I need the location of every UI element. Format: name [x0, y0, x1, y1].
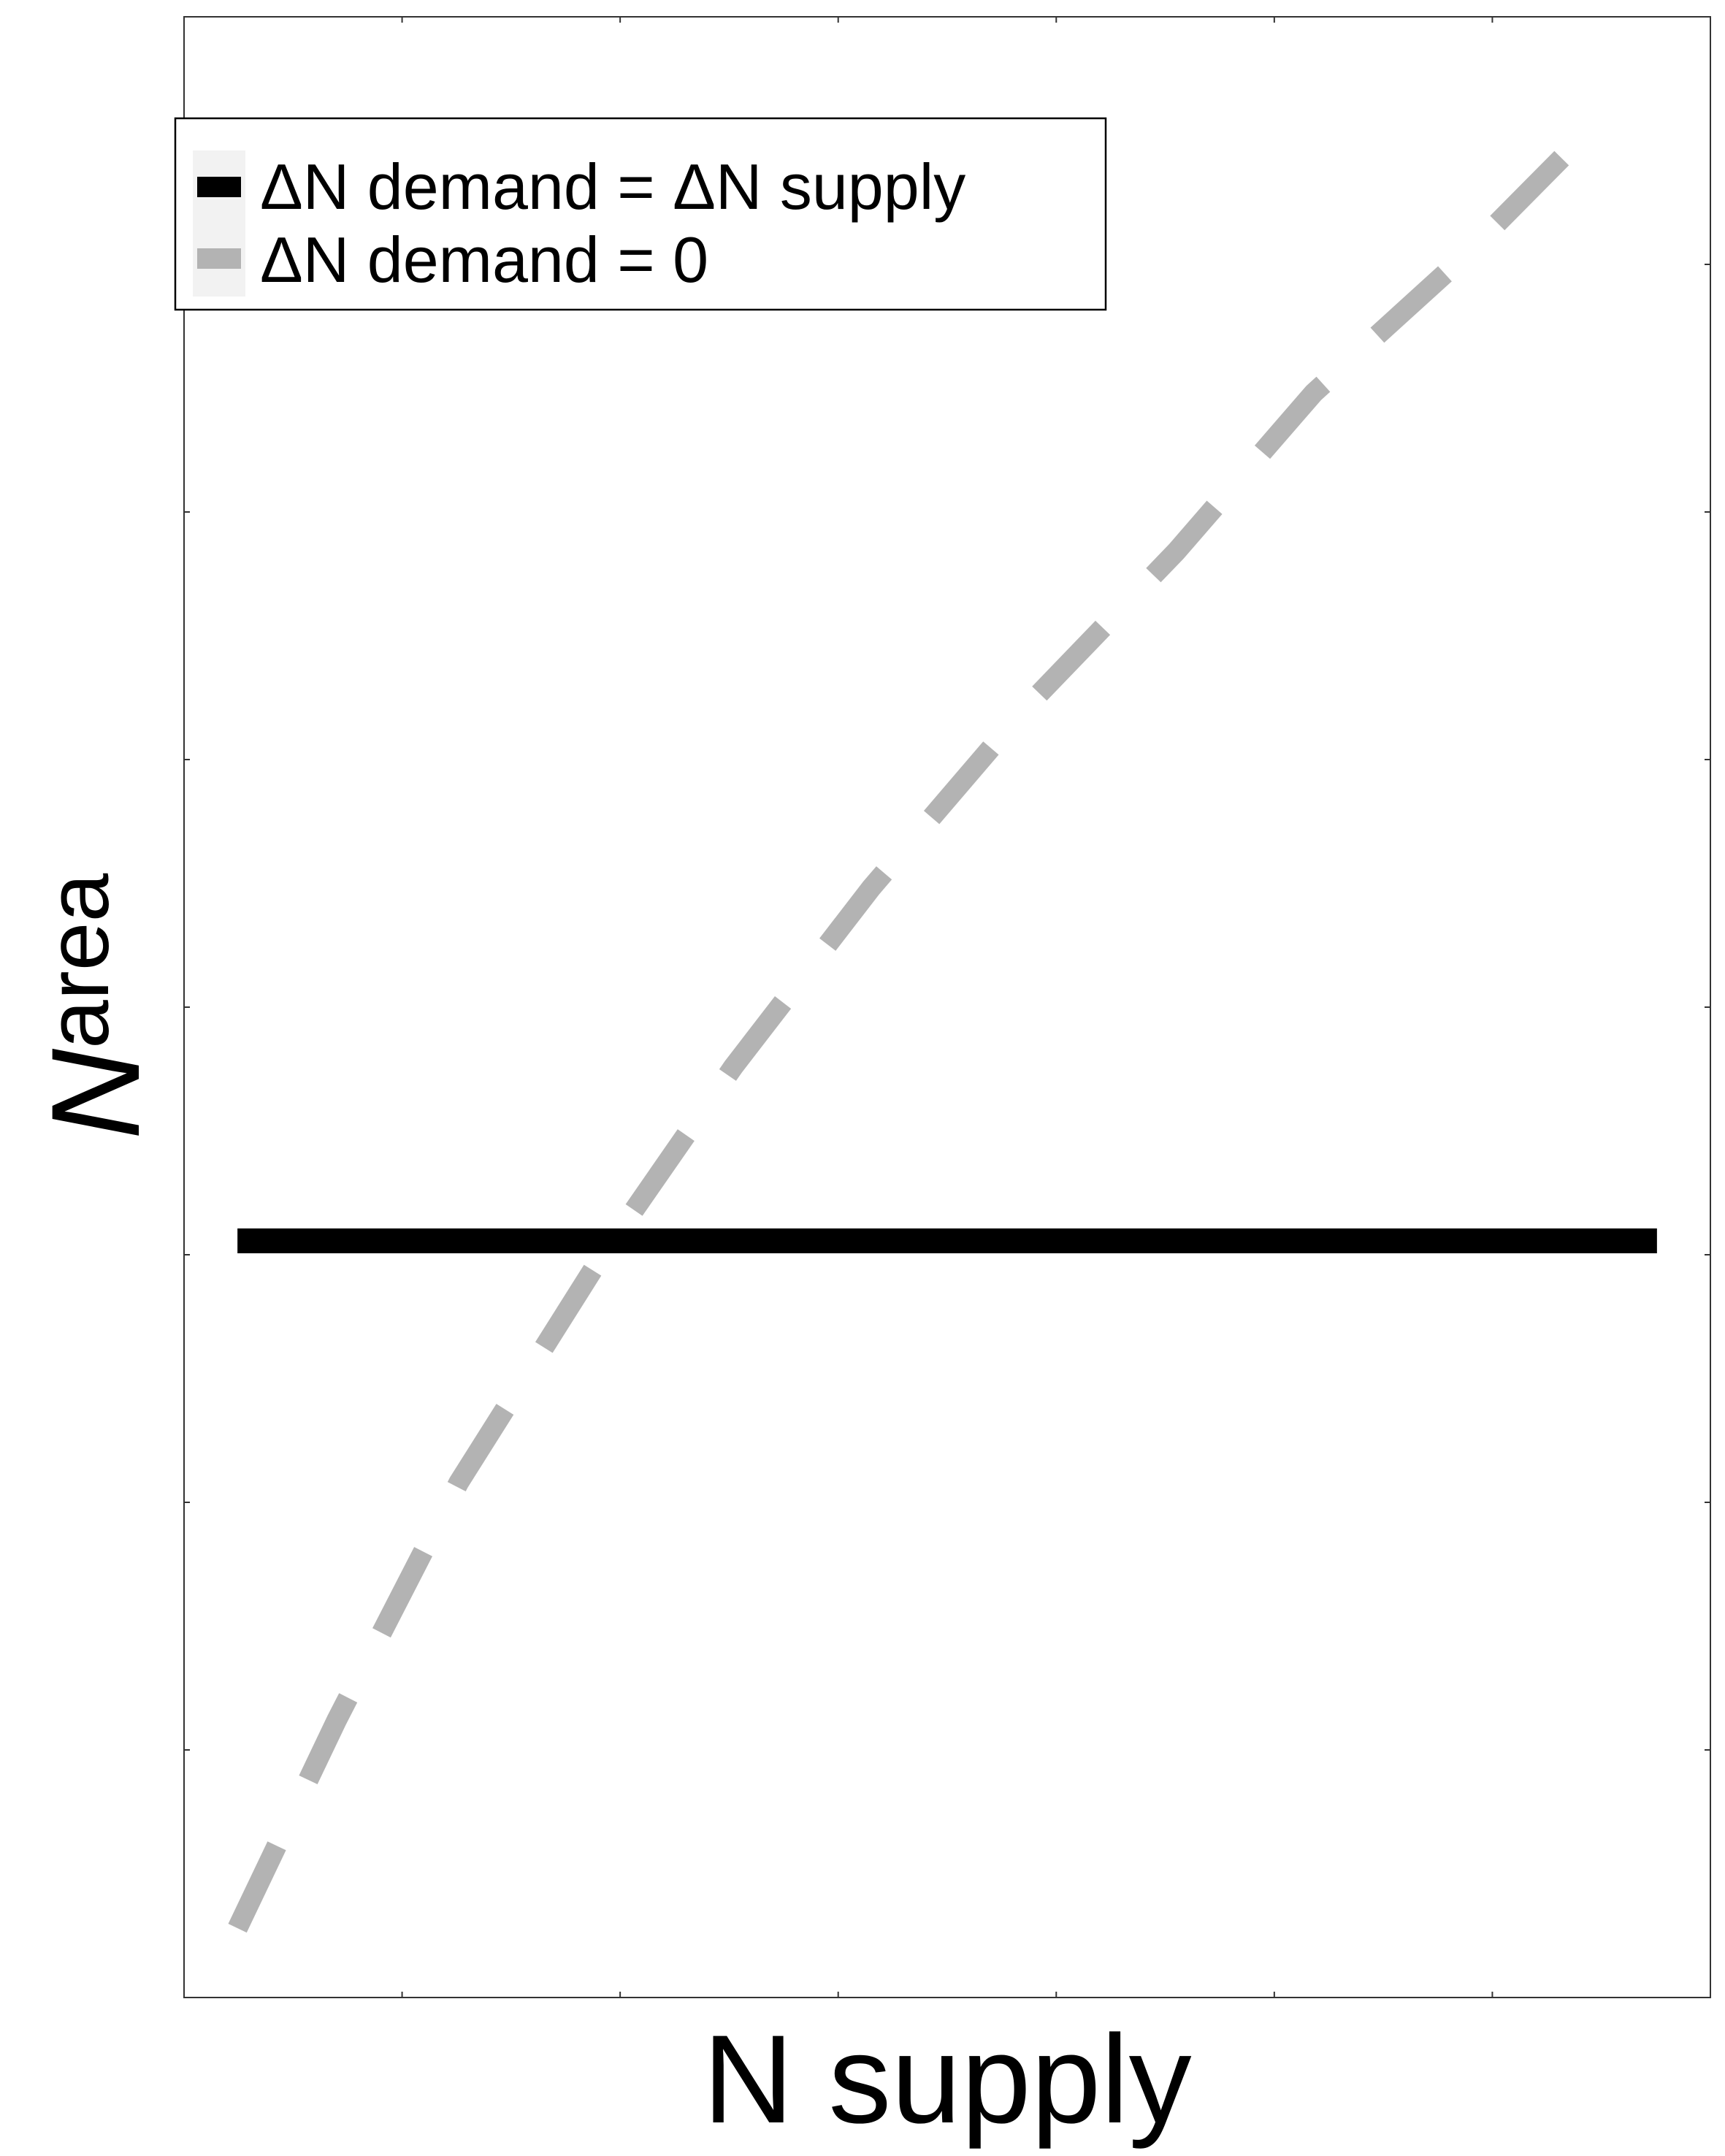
series-layer — [228, 108, 1657, 1933]
legend-box — [174, 117, 1107, 311]
plot-area — [183, 16, 1711, 1998]
y-axis-title-subscript: area — [29, 874, 127, 1049]
legend: ΔN demand = ΔN supply ΔN demand = 0 — [174, 117, 1107, 311]
legend-label-1: ΔN demand = ΔN supply — [260, 150, 965, 223]
legend-label-2: ΔN demand = 0 — [260, 223, 708, 296]
y-axis-title: Narea — [26, 874, 166, 1140]
series-line-dashed — [228, 108, 1611, 1933]
x-axis-title: N supply — [703, 2009, 1191, 2149]
y-axis-title-main: N — [26, 1048, 166, 1139]
